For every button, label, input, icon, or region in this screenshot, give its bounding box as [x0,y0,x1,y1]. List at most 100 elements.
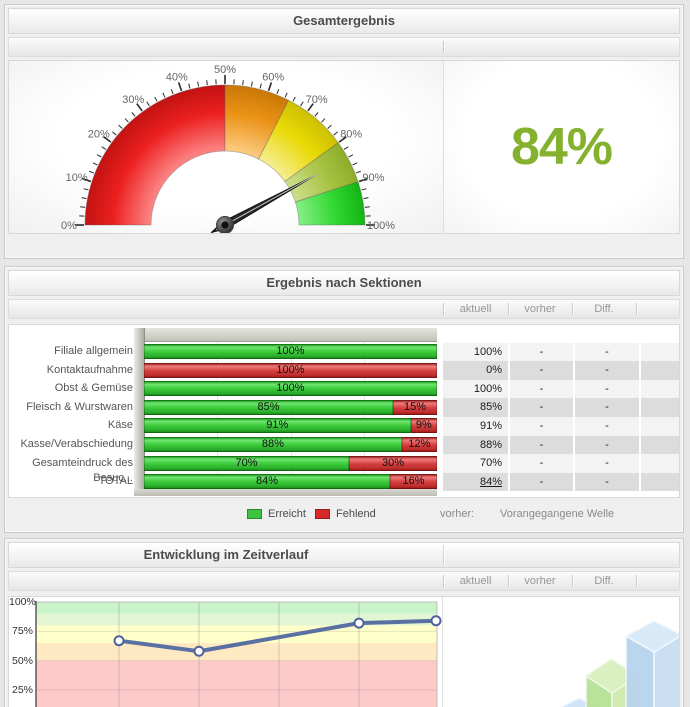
table-row: 88% - - [443,436,679,454]
footnote-value: Vorangegangene Welle [500,508,615,520]
gauge-tick [136,103,143,112]
cell-empty [641,417,679,436]
cell-aktuell[interactable]: 84% [443,473,508,491]
cell-diff: - [575,417,639,436]
column-header-diff: Diff. [594,303,614,315]
gauge-tick [131,112,136,117]
timeline-content: 100% 75% 50% 25% [8,596,680,707]
column-header-vorher: vorher [524,575,556,587]
gauge-tick [363,197,369,200]
cell-empty [641,361,679,380]
gauge-hub-center [221,221,229,229]
title-divider [443,545,444,565]
cell-diff: - [575,380,639,398]
gauge-tick-label: 40% [166,72,188,84]
cell-aktuell: 100% [443,380,508,398]
line-chart-ytick-label: 100% [9,596,36,608]
table-row: 100% - - [443,343,679,361]
cell-aktuell: 85% [443,398,508,417]
cell-empty [641,473,679,491]
cell-diff: - [575,361,639,380]
gauge-tick-label: 100% [367,220,395,232]
cell-vorher: - [510,436,573,454]
column-divider [443,41,444,53]
overall-column-header-bar [8,37,680,57]
gauge-tick [80,206,86,208]
column-divider [572,303,573,315]
gauge-tick [343,146,349,150]
cell-empty [641,454,679,473]
gauge-tick [242,80,244,86]
gauge-tick-label: 20% [88,128,110,140]
line-chart-ytick-label: 75% [11,625,33,638]
gauge-band [84,84,226,226]
gauge-tick [352,162,358,166]
bar-erreicht: 88% [144,437,402,452]
column-divider [636,575,637,587]
gauge-tick [146,101,150,107]
cell-empty [641,398,679,417]
bar-fehlend: 16% [390,474,437,489]
gauge-tick [154,96,158,102]
cell-empty [641,380,679,398]
gauge-tick-label: 60% [262,72,284,84]
gauge-tick [101,146,107,150]
timeline-title: Entwicklung im Zeitverlauf [143,547,309,562]
line-chart-marker [113,635,125,647]
gauge-tick [124,118,129,123]
line-chart-band [36,613,437,626]
table-row: 70% - - [443,454,679,473]
cell-aktuell: 0% [443,361,508,380]
legend-label-fehlend: Fehlend [336,508,376,520]
gauge-tick [81,197,87,200]
line-chart-band [36,602,437,614]
bar-category-label: Käse [107,419,133,431]
column-divider [443,575,444,587]
gauge-tick [276,89,280,95]
bar-fehlend: 100% [144,363,437,378]
content-divider [442,597,443,707]
overall-content: 0% 10% 20% 30% 40% 50% 60% 70% 80% 90% 100% 84% [8,60,680,234]
bar-category-label: Obst & Gemüse [54,382,133,394]
line-chart-marker [430,615,442,627]
gauge-tick-label: 80% [340,128,362,140]
table-row: 84% - - [443,473,679,491]
gauge-tick [250,81,253,87]
bar-fehlend: 12% [401,437,437,452]
gauge-tick [103,136,112,143]
gauge-tick [170,89,174,95]
gauge-tick [284,92,288,98]
line-chart-series [117,618,438,654]
gauge-tick [118,124,123,129]
gauge-tick [188,83,191,89]
gauge-tick [83,188,89,191]
gauge-tick [307,103,314,112]
legend-bar: Erreicht Fehlend vorher: Vorangegangene … [8,503,680,525]
table-row: 91% - - [443,417,679,436]
bar-category-label: TOTAL [98,475,133,487]
gauge-tick [92,162,98,166]
bar-fehlend: 15% [393,400,437,415]
gauge-tick-label: 50% [214,64,236,76]
growth-cubes-graphic [559,620,679,707]
column-header-aktuell: aktuell [459,303,492,315]
legend-swatch-fehlend [315,509,330,519]
cell-aktuell: 70% [443,454,508,473]
timeline-column-header-bar: aktuell vorher Diff. [8,571,680,591]
footnote-label: vorher: [440,508,475,520]
column-header-aktuell: aktuell [459,575,492,587]
bar-erreicht: 100% [144,344,437,359]
cell-vorher: - [510,343,573,361]
overall-score: 84% [510,118,613,176]
cell-empty [641,436,679,454]
gauge-band [294,181,366,226]
gauge-tick [333,131,338,136]
bar-category-label: Gesamteindruck des Besuc... [32,457,133,484]
column-header-vorher: vorher [524,303,556,315]
gauge-tick [355,170,361,174]
gauge-tick-label: 10% [66,172,88,184]
panel-overall: Gesamtergebnis 0% 10% 20% 30% 40% 50% 60% 70% 80… [4,4,684,259]
gauge-tick-label: 30% [122,94,144,106]
gauge-tick-label: 70% [306,94,328,106]
